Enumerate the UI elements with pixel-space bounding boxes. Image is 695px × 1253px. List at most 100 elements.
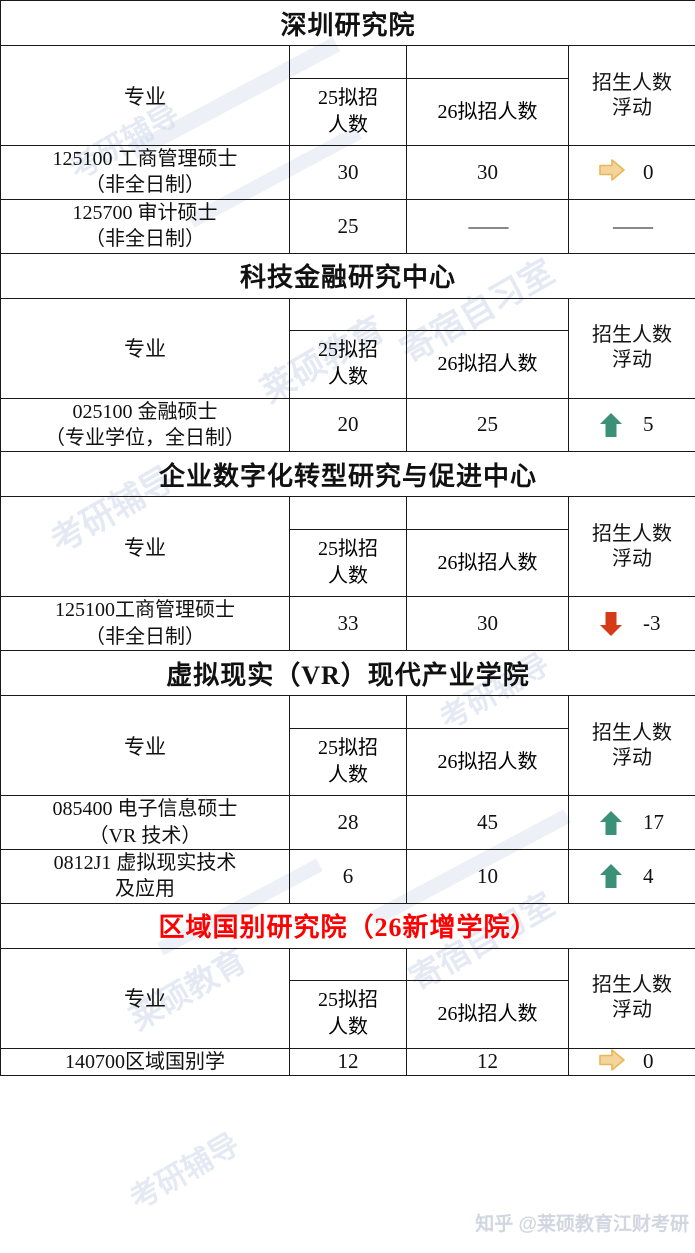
cell-quota25: 28 — [289, 795, 407, 850]
delta-indicator: 0 — [569, 1049, 695, 1075]
column-header-major: 专业 — [0, 496, 290, 598]
column-header-major: 专业 — [0, 947, 290, 1049]
column-header-quota26-label: 26拟招人数 — [437, 750, 538, 773]
column-header-row: 专业 25拟招 人数 26拟招人数 招生人数 浮动 — [0, 45, 695, 146]
section-title: 企业数字化转型研究与促进中心 — [0, 451, 695, 498]
column-header-quota25: 25拟招 人数 — [289, 947, 407, 1049]
watermark-text-6: 考研辅导 — [124, 1127, 245, 1217]
cell-major: 025100 金融硕士 （专业学位，全日制） — [0, 397, 290, 453]
cell-major: 0812J1 虚拟现实技术 及应用 — [0, 848, 290, 904]
up-arrow-icon — [599, 412, 623, 438]
cell-quota25: 30 — [289, 145, 407, 200]
section-title: 区域国别研究院（26新增学院） — [0, 902, 695, 949]
column-header-row: 专业 25拟招 人数 26拟招人数 招生人数 浮动 — [0, 297, 695, 399]
cell-major: 085400 电子信息硕士 （VR 技术） — [0, 795, 290, 850]
table-row: 0812J1 虚拟现实技术 及应用 6 10 4 — [0, 848, 695, 904]
cell-major: 125100工商管理硕士 （非全日制） — [0, 596, 290, 652]
section-title: 科技金融研究中心 — [0, 252, 695, 299]
cell-quota26: 10 — [406, 848, 569, 904]
table-row: 140700区域国别学 12 12 0 — [0, 1047, 695, 1077]
header-blank-strip-25 — [290, 697, 406, 729]
delta-dash: —— — [613, 213, 653, 238]
column-header-row: 专业 25拟招 人数 26拟招人数 招生人数 浮动 — [0, 496, 695, 598]
column-header-quota26: 26拟招人数 — [406, 496, 569, 598]
section-header-row: 深圳研究院 — [0, 0, 695, 46]
header-blank-strip-25 — [290, 47, 406, 79]
delta-value: 4 — [643, 863, 654, 888]
cell-quota26: 30 — [406, 145, 569, 200]
cell-quota26: 30 — [406, 596, 569, 652]
column-header-quota26: 26拟招人数 — [406, 45, 569, 146]
column-header-quota25-label: 25拟招 人数 — [318, 537, 378, 587]
cell-quota26: 25 — [406, 397, 569, 453]
cell-quota25: 33 — [289, 596, 407, 652]
cell-major: 125100 工商管理硕士 （非全日制） — [0, 145, 290, 200]
zhihu-watermark: 知乎 @莱硕教育江财考研 — [475, 1214, 689, 1235]
right-arrow-icon — [599, 159, 625, 185]
delta-value: -3 — [643, 611, 661, 636]
cell-delta: —— — [567, 198, 695, 254]
cell-delta: 0 — [567, 1047, 695, 1077]
cell-delta: 0 — [567, 145, 695, 200]
column-header-quota26: 26拟招人数 — [406, 695, 569, 797]
column-header-quota25: 25拟招 人数 — [289, 695, 407, 797]
column-header-row: 专业 25拟招 人数 26拟招人数 招生人数 浮动 — [0, 947, 695, 1049]
delta-value: 0 — [643, 1049, 654, 1074]
column-header-quota25: 25拟招 人数 — [289, 45, 407, 146]
column-header-delta: 招生人数 浮动 — [567, 496, 695, 598]
delta-indicator: 4 — [569, 863, 695, 889]
header-blank-strip-26 — [407, 949, 568, 982]
column-header-quota26-label: 26拟招人数 — [437, 551, 538, 574]
right-arrow-icon — [599, 1049, 625, 1075]
column-header-delta: 招生人数 浮动 — [567, 695, 695, 797]
cell-quota25: 20 — [289, 397, 407, 453]
cell-major: 125700 审计硕士 （非全日制） — [0, 198, 290, 254]
delta-indicator: 5 — [569, 412, 695, 438]
table-row: 125100 工商管理硕士 （非全日制） 30 30 0 — [0, 145, 695, 200]
header-blank-strip-25 — [290, 498, 406, 530]
header-blank-strip-25 — [290, 949, 406, 982]
table-row: 085400 电子信息硕士 （VR 技术） 28 45 17 — [0, 795, 695, 850]
cell-major: 140700区域国别学 — [0, 1047, 290, 1077]
delta-indicator: -3 — [569, 611, 695, 637]
cell-quota25: 12 — [289, 1047, 407, 1077]
delta-value: 5 — [643, 412, 654, 437]
column-header-quota25-label: 25拟招 人数 — [318, 736, 378, 786]
header-blank-strip-26 — [407, 299, 568, 332]
admissions-quota-table: 深圳研究院 专业 25拟招 人数 26拟招人数 招生人数 浮动 125100 工商管理硕士 （非… — [0, 0, 695, 1077]
cell-quota26: 12 — [406, 1047, 569, 1077]
cell-quota25: 6 — [289, 848, 407, 904]
header-blank-strip-26 — [407, 47, 568, 79]
table-body: 深圳研究院 专业 25拟招 人数 26拟招人数 招生人数 浮动 125100 工商管理硕士 （非… — [0, 0, 695, 1077]
header-blank-strip-26 — [407, 697, 568, 729]
column-header-major: 专业 — [0, 695, 290, 797]
table-row: 125700 审计硕士 （非全日制） 25 —— —— — [0, 198, 695, 254]
column-header-quota25-label: 25拟招 人数 — [318, 989, 378, 1039]
table-row: 125100工商管理硕士 （非全日制） 33 30 -3 — [0, 596, 695, 652]
delta-indicator: 0 — [569, 159, 695, 185]
section-title: 深圳研究院 — [0, 0, 695, 46]
column-header-quota25: 25拟招 人数 — [289, 297, 407, 399]
table-row: 025100 金融硕士 （专业学位，全日制） 20 25 5 — [0, 397, 695, 453]
delta-value: 0 — [643, 159, 654, 184]
delta-indicator: 17 — [569, 810, 695, 836]
column-header-row: 专业 25拟招 人数 26拟招人数 招生人数 浮动 — [0, 695, 695, 797]
header-blank-strip-25 — [290, 299, 406, 332]
column-header-quota26-label: 26拟招人数 — [437, 1003, 538, 1026]
column-header-quota26-label: 26拟招人数 — [437, 353, 538, 376]
column-header-major: 专业 — [0, 297, 290, 399]
section-header-row: 企业数字化转型研究与促进中心 — [0, 451, 695, 498]
column-header-quota26-label: 26拟招人数 — [437, 100, 538, 123]
column-header-major: 专业 — [0, 45, 290, 146]
cell-quota26: 45 — [406, 795, 569, 850]
cell-delta: -3 — [567, 596, 695, 652]
section-header-row: 科技金融研究中心 — [0, 252, 695, 299]
column-header-quota26: 26拟招人数 — [406, 297, 569, 399]
cell-delta: 4 — [567, 848, 695, 904]
column-header-delta: 招生人数 浮动 — [567, 947, 695, 1049]
cell-quota25: 25 — [289, 198, 407, 254]
up-arrow-icon — [599, 863, 623, 889]
cell-delta: 5 — [567, 397, 695, 453]
up-arrow-icon — [599, 810, 623, 836]
